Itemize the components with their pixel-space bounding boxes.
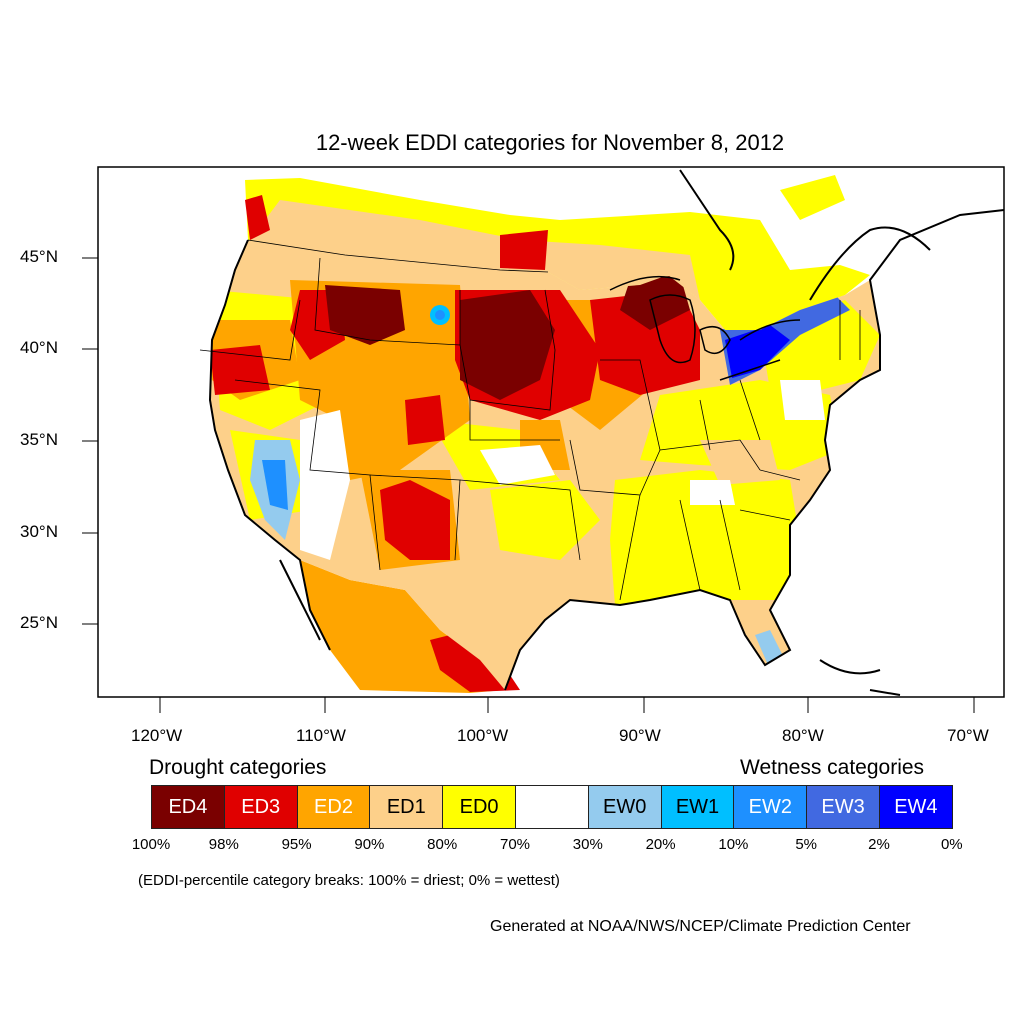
legend-percentile-label: 100%: [131, 836, 171, 853]
lon-label-70: 70°W: [947, 726, 989, 745]
legend-percentile-label: 98%: [208, 836, 239, 853]
axis-ticks: [82, 257, 975, 713]
legend-percentile-label: 2%: [868, 836, 890, 853]
wetness-categories-heading: Wetness categories: [740, 756, 925, 779]
legend-percentile-label: 80%: [427, 836, 458, 853]
lon-label-120: 120°W: [131, 726, 183, 745]
legend-box-ed3: ED3: [223, 785, 298, 829]
lon-label-110: 110°W: [296, 726, 346, 745]
canada-coverage: [245, 175, 870, 330]
legend-box-ew1: EW1: [660, 785, 735, 829]
legend-percentile-label: 10%: [718, 836, 749, 853]
legend-percentile-label: 90%: [354, 836, 385, 853]
lon-label-100: 100°W: [457, 726, 509, 745]
legend-percentile-label: 5%: [795, 836, 818, 853]
legend-box-ew3: EW3: [806, 785, 880, 829]
lon-label-80: 80°W: [782, 726, 824, 745]
legend-percentile-label: 20%: [645, 836, 676, 853]
lat-label-25: 25°N: [20, 613, 58, 632]
legend-percentile-label: 95%: [281, 836, 312, 853]
lat-label-40: 40°N: [20, 338, 58, 357]
lon-label-90: 90°W: [619, 726, 661, 745]
legend-box-ed4: ED4: [151, 785, 225, 829]
credit-line: Generated at NOAA/NWS/NCEP/Climate Predi…: [490, 918, 911, 935]
coastline: [208, 169, 1004, 696]
legend-percentile-label: 70%: [499, 836, 531, 853]
lat-label-35: 35°N: [20, 430, 58, 449]
legend-percentile-label: 0%: [940, 836, 963, 853]
legend-box-ew2: EW2: [733, 785, 808, 829]
lat-label-45: 45°N: [20, 247, 58, 266]
legend-box-ew0: EW0: [587, 785, 662, 829]
legend-box-normal: [515, 785, 589, 829]
drought-categories-heading: Drought categories: [149, 756, 327, 779]
legend-box-ew4: EW4: [879, 785, 953, 829]
state-borders: [199, 239, 861, 601]
conus-fill: [210, 240, 880, 690]
legend-box-ed2: ED2: [296, 785, 371, 829]
legend-box-ed1: ED1: [369, 785, 444, 829]
legend-percentile-label: 30%: [572, 836, 603, 853]
legend-box-ed0: ED0: [442, 785, 516, 829]
map-title: 12-week EDDI categories for November 8, …: [315, 130, 785, 155]
lat-label-30: 30°N: [20, 522, 58, 541]
category-breaks-note: (EDDI-percentile category breaks: 100% =…: [138, 872, 560, 889]
